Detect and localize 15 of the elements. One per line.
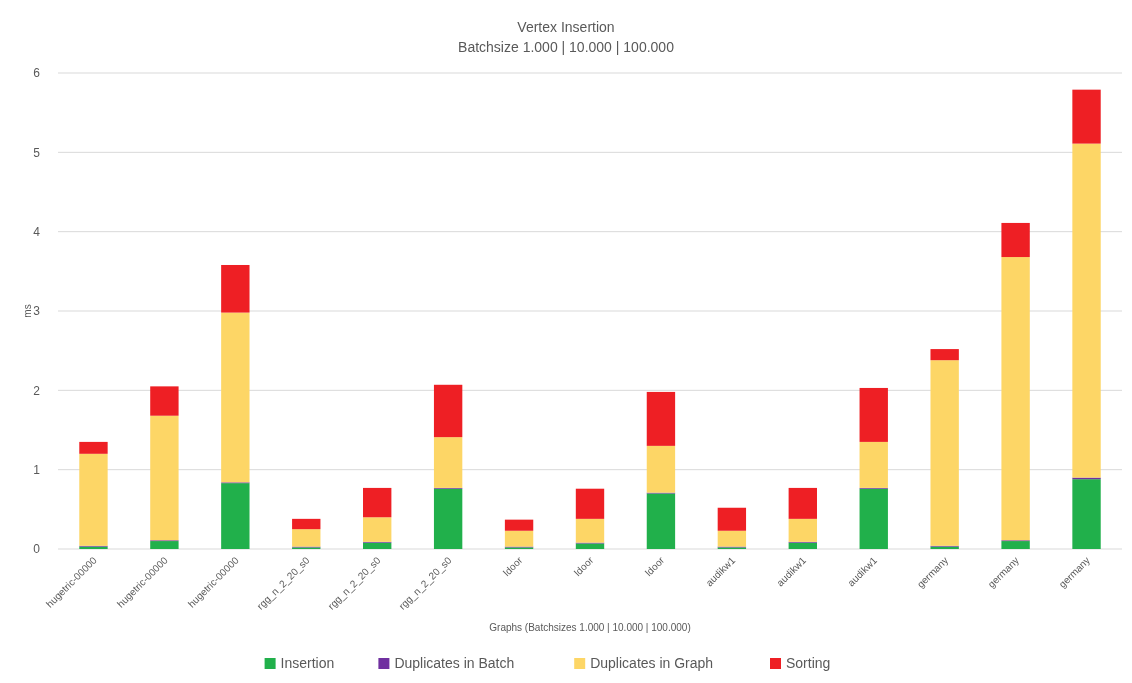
legend-label: Duplicates in Batch xyxy=(394,654,515,671)
y-tick-label: 0 xyxy=(33,542,41,557)
legend-label: Insertion xyxy=(280,654,335,671)
y-tick-label: 5 xyxy=(33,145,41,160)
legend-label: Sorting xyxy=(786,654,831,671)
y-axis-title: ms xyxy=(22,304,33,318)
legend-label: Duplicates in Graph xyxy=(590,654,714,671)
chart-subtitle: Batchsize 1.000 | 10.000 | 100.000 xyxy=(458,39,675,55)
y-tick-label: 6 xyxy=(33,66,41,81)
y-tick-label: 3 xyxy=(33,304,41,319)
chart-title: Vertex Insertion xyxy=(517,19,615,35)
x-axis-title: Graphs (Batchsizes 1.000 | 10.000 | 100.000) xyxy=(489,622,691,633)
y-tick-label: 2 xyxy=(33,383,41,398)
y-tick-label: 1 xyxy=(33,462,41,477)
y-tick-label: 4 xyxy=(33,224,41,239)
